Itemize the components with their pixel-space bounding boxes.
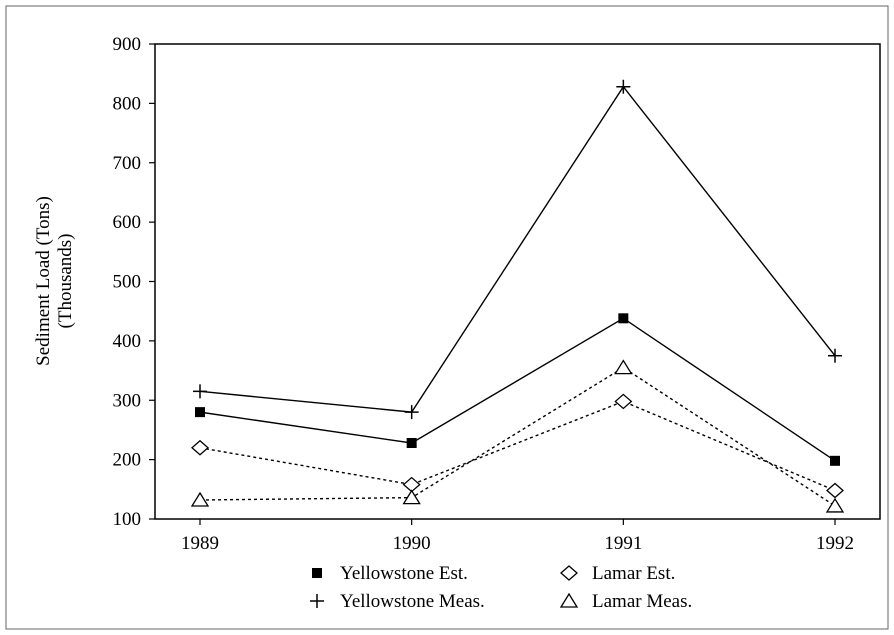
y-tick-label: 200 [113, 450, 142, 471]
data-point [190, 491, 210, 507]
y-tick-label: 100 [113, 509, 142, 530]
legend-marker [560, 565, 578, 581]
data-point [614, 393, 633, 410]
x-tick-label: 1991 [604, 533, 642, 554]
y-axis: 100 200 300 400 500 600 700 800 900 [113, 34, 155, 530]
y-tick-label: 600 [113, 212, 142, 233]
data-point [828, 348, 842, 363]
y-axis-title-line-1: Sediment Load (Tons) [33, 196, 54, 366]
legend-label: Lamar Est. [592, 563, 675, 584]
legend: Yellowstone Est. Lamar Est. Yellowstone Me… [310, 563, 692, 612]
legend-label: Yellowstone Meas. [340, 591, 485, 612]
data-point [830, 455, 840, 466]
y-axis-title-line-2: (Thousands) [55, 234, 76, 329]
legend-label: Lamar Meas. [592, 591, 692, 612]
legend-marker [559, 592, 579, 608]
data-point [618, 313, 629, 324]
legend-item: Yellowstone Est. [312, 563, 468, 584]
data-point [616, 79, 631, 94]
series-markers [190, 79, 845, 513]
x-tick-label: 1990 [393, 533, 431, 554]
data-point [402, 489, 421, 505]
legend-marker [310, 594, 324, 608]
series-line-0 [199, 317, 836, 462]
legend-item: Yellowstone Meas. [310, 591, 485, 612]
series-lines [199, 85, 836, 507]
data-point [404, 405, 419, 420]
data-point [406, 438, 417, 448]
data-point [825, 497, 845, 513]
legend-item: Lamar Meas. [559, 591, 692, 612]
y-tick-label: 400 [113, 331, 142, 352]
y-tick-label: 800 [113, 93, 142, 114]
legend-item: Lamar Est. [560, 563, 675, 584]
y-tick-label: 500 [113, 272, 142, 293]
legend-label: Yellowstone Est. [340, 563, 468, 584]
x-tick-label: 1992 [816, 533, 854, 554]
data-point [193, 384, 207, 399]
legend-marker [312, 568, 322, 578]
y-axis-title: Sediment Load (Tons) (Thousands) [33, 196, 76, 366]
data-point [826, 482, 844, 499]
chart-frame [5, 5, 889, 630]
y-tick-label: 700 [113, 153, 142, 174]
data-point [614, 359, 633, 375]
x-axis: 1989 1990 1991 1992 [181, 519, 854, 554]
series-line-1 [199, 85, 836, 413]
data-point [195, 407, 205, 418]
y-tick-label: 300 [113, 390, 142, 411]
x-tick-label: 1989 [181, 533, 219, 554]
data-point [191, 439, 209, 456]
y-tick-label: 900 [113, 34, 142, 55]
